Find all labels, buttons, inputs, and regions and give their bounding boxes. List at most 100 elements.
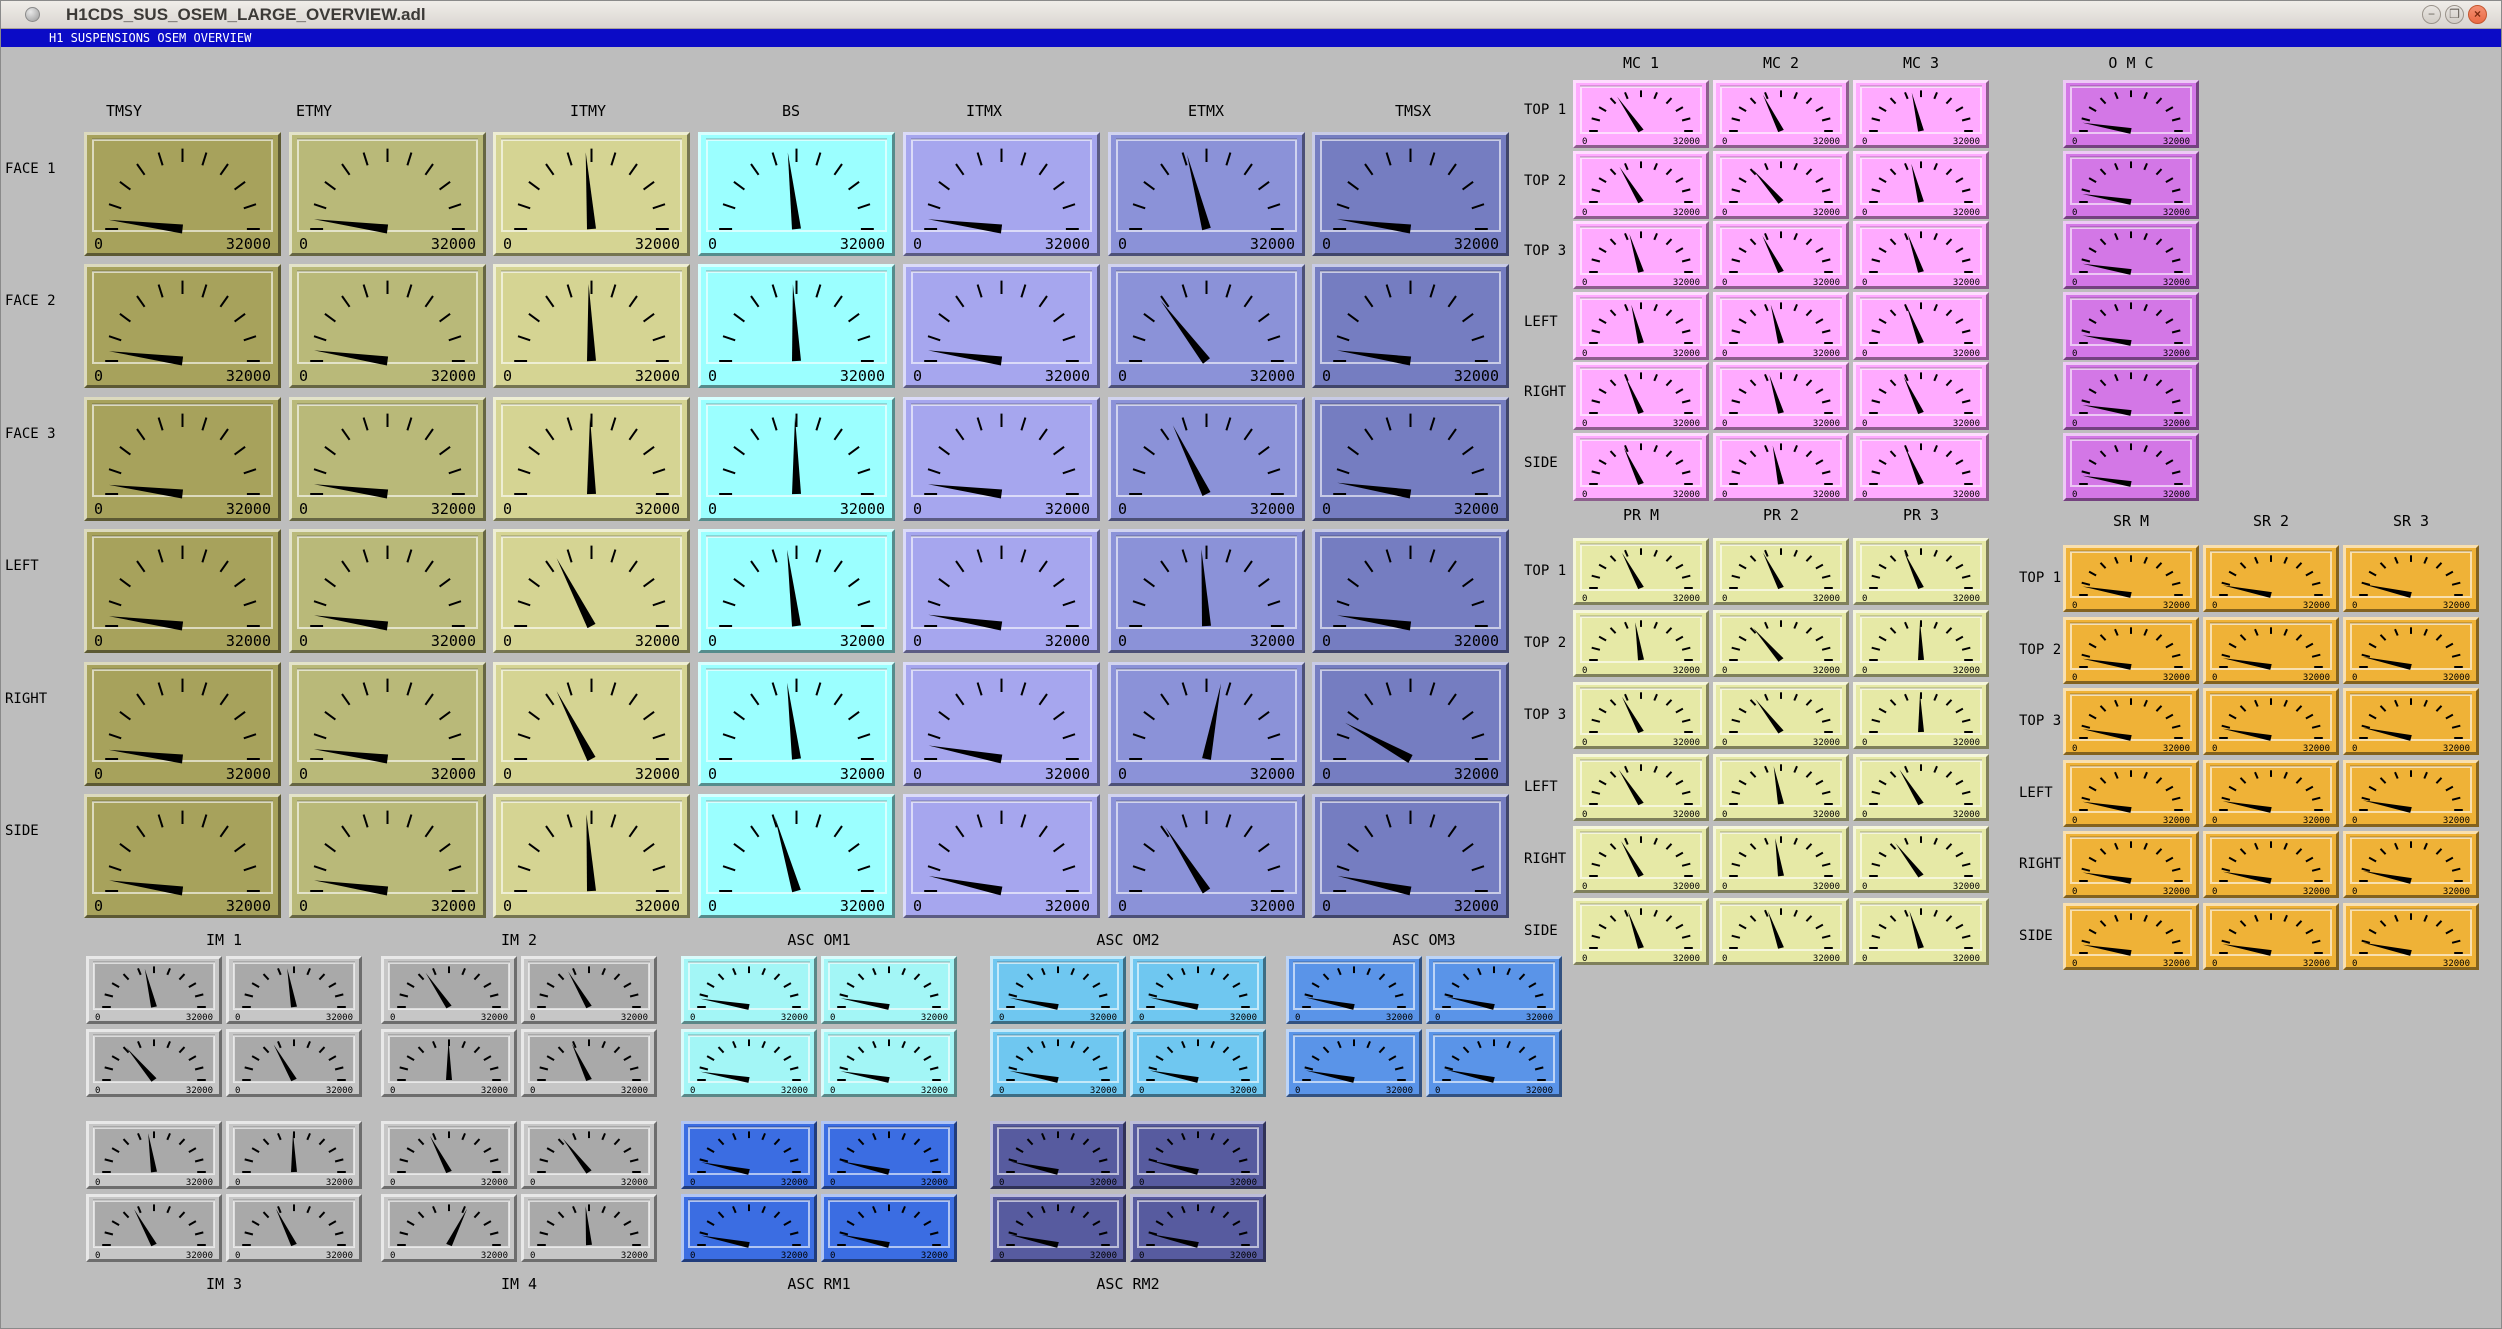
- svg-text:0: 0: [299, 500, 308, 518]
- svg-text:0: 0: [1862, 666, 1867, 674]
- svg-text:32000: 32000: [1673, 490, 1700, 498]
- svg-text:32000: 32000: [1230, 1013, 1257, 1021]
- meter-itmy-face-1: 0 32000: [493, 132, 691, 256]
- meter-tmsy-face-1: 0 32000: [84, 132, 281, 256]
- meter-im-1-3: 0 32000: [86, 1029, 222, 1097]
- title-bar[interactable]: H1CDS_SUS_OSEM_LARGE_OVERVIEW.adl − ❒ ×: [1, 1, 2501, 29]
- minimize-button[interactable]: −: [2422, 5, 2441, 24]
- meter-asc-rm2-1: 0 32000: [990, 1121, 1126, 1189]
- svg-text:0: 0: [299, 897, 308, 915]
- svg-text:0: 0: [999, 1013, 1004, 1021]
- meter-tmsx-right: 0 32000: [1312, 661, 1510, 786]
- meter-im-1-2: 0 32000: [226, 956, 362, 1024]
- maximize-button[interactable]: ❒: [2445, 5, 2464, 24]
- svg-text:0: 0: [2352, 816, 2357, 824]
- meter-etmx-face-3: 0 32000: [1107, 396, 1305, 521]
- svg-text:32000: 32000: [1673, 137, 1700, 145]
- meter-sr-m-left: 0 32000: [2063, 759, 2199, 827]
- meter-mc-1-left: 0 32000: [1573, 291, 1709, 360]
- svg-text:0: 0: [299, 367, 308, 385]
- svg-text:32000: 32000: [781, 1251, 808, 1259]
- svg-text:0: 0: [2352, 601, 2357, 609]
- svg-text:0: 0: [708, 235, 717, 253]
- meter-pr-3-top-3: 0 32000: [1853, 682, 1989, 749]
- row-label-right: RIGHT: [5, 690, 48, 707]
- svg-text:0: 0: [1582, 738, 1587, 746]
- meter-sr-3-top-3: 0 32000: [2343, 688, 2479, 755]
- svg-text:0: 0: [1435, 1086, 1440, 1094]
- meter-pr-m-top-3: 0 32000: [1573, 682, 1709, 749]
- svg-text:0: 0: [1862, 419, 1867, 427]
- svg-text:0: 0: [1322, 367, 1331, 385]
- svg-text:0: 0: [95, 1013, 100, 1021]
- svg-text:32000: 32000: [621, 1178, 648, 1186]
- svg-text:32000: 32000: [1045, 632, 1090, 650]
- svg-text:0: 0: [95, 1086, 100, 1094]
- svg-text:0: 0: [299, 765, 308, 783]
- meter-pr-2-left: 0 32000: [1713, 754, 1849, 821]
- column-label-itmx: ITMX: [965, 102, 1003, 120]
- svg-text:32000: 32000: [1454, 765, 1499, 783]
- svg-text:32000: 32000: [1953, 810, 1980, 818]
- svg-text:32000: 32000: [1090, 1251, 1117, 1259]
- meter-tmsy-left: 0 32000: [84, 529, 281, 654]
- svg-text:32000: 32000: [1673, 594, 1700, 602]
- svg-text:32000: 32000: [2303, 959, 2330, 967]
- svg-text:32000: 32000: [635, 765, 680, 783]
- meter-itmx-face-2: 0 32000: [902, 264, 1100, 389]
- svg-text:32000: 32000: [2163, 490, 2190, 498]
- svg-text:0: 0: [1322, 897, 1331, 915]
- svg-text:0: 0: [94, 235, 103, 253]
- svg-text:0: 0: [1722, 208, 1727, 216]
- svg-text:0: 0: [1118, 235, 1127, 253]
- meter-etmy-left: 0 32000: [288, 529, 486, 654]
- svg-text:0: 0: [2072, 601, 2077, 609]
- meter-sr-m-top-2: 0 32000: [2063, 616, 2199, 684]
- meter-sr-2-side: 0 32000: [2203, 902, 2339, 970]
- column-label-tmsx: TMSX: [1394, 102, 1432, 120]
- meter-mc-1-right: 0 32000: [1573, 362, 1709, 431]
- row-label-top-3: TOP 3: [1524, 707, 1567, 723]
- svg-text:0: 0: [299, 235, 308, 253]
- svg-text:0: 0: [1722, 738, 1727, 746]
- svg-text:0: 0: [390, 1251, 395, 1259]
- svg-text:32000: 32000: [431, 500, 476, 518]
- svg-text:32000: 32000: [2443, 887, 2470, 895]
- svg-text:32000: 32000: [840, 500, 885, 518]
- svg-text:0: 0: [708, 765, 717, 783]
- svg-text:0: 0: [913, 897, 922, 915]
- svg-text:32000: 32000: [781, 1086, 808, 1094]
- svg-text:0: 0: [1139, 1013, 1144, 1021]
- svg-text:0: 0: [690, 1178, 695, 1186]
- svg-text:32000: 32000: [1045, 765, 1090, 783]
- svg-text:32000: 32000: [2163, 278, 2190, 286]
- meter-im-2-2: 0 32000: [521, 956, 657, 1024]
- svg-text:0: 0: [530, 1086, 535, 1094]
- meter-bs-side: 0 32000: [698, 794, 896, 918]
- svg-text:32000: 32000: [1953, 490, 1980, 498]
- meter-itmy-left: 0 32000: [493, 529, 691, 654]
- svg-text:32000: 32000: [1813, 882, 1840, 890]
- svg-text:32000: 32000: [1813, 594, 1840, 602]
- svg-text:0: 0: [2072, 816, 2077, 824]
- meter-itmx-right: 0 32000: [902, 661, 1100, 786]
- svg-text:0: 0: [690, 1251, 695, 1259]
- svg-text:32000: 32000: [1526, 1086, 1553, 1094]
- meter-sr-3-top-2: 0 32000: [2343, 616, 2479, 684]
- close-button[interactable]: ×: [2468, 5, 2487, 24]
- svg-text:0: 0: [1582, 594, 1587, 602]
- svg-text:0: 0: [913, 367, 922, 385]
- meter-etmy-right: 0 32000: [288, 661, 486, 786]
- svg-text:32000: 32000: [1673, 810, 1700, 818]
- meter-pr-m-right: 0 32000: [1573, 826, 1709, 893]
- svg-text:32000: 32000: [1813, 490, 1840, 498]
- meter-sr-m-top-3: 0 32000: [2063, 688, 2199, 755]
- svg-text:0: 0: [299, 632, 308, 650]
- meter-etmy-side: 0 32000: [288, 794, 486, 918]
- svg-text:32000: 32000: [431, 367, 476, 385]
- svg-text:0: 0: [1722, 137, 1727, 145]
- svg-text:0: 0: [830, 1013, 835, 1021]
- svg-text:32000: 32000: [1454, 367, 1499, 385]
- svg-text:0: 0: [2072, 887, 2077, 895]
- svg-text:32000: 32000: [635, 897, 680, 915]
